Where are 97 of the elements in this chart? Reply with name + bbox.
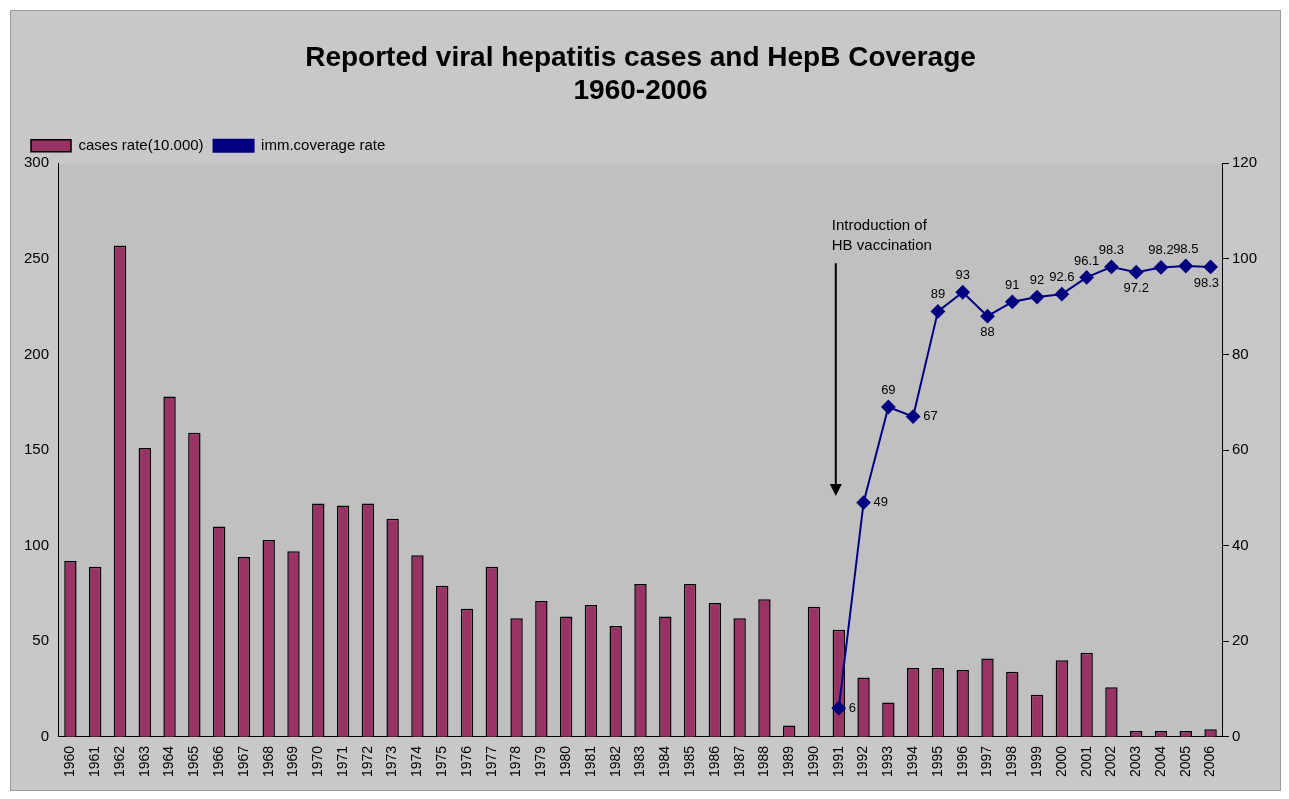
point — [1005, 294, 1020, 309]
chart-title: Reported viral hepatitis cases and HepB Coverage 1960-2006 — [305, 40, 976, 106]
data-label: 88 — [980, 324, 995, 340]
x-tick-label: 1989 — [780, 745, 797, 778]
point — [881, 400, 896, 414]
point — [930, 304, 945, 319]
point — [856, 495, 871, 510]
x-tick-label: 1981 — [581, 745, 598, 778]
x-tick-label: 1984 — [656, 745, 673, 778]
x-tick-label: 1972 — [358, 745, 375, 778]
data-label: 92 — [1029, 272, 1045, 288]
data-label: 98.5 — [1173, 241, 1199, 257]
point — [980, 309, 995, 324]
x-tick-label: 1966 — [210, 745, 226, 778]
y-tick-label: 50 — [32, 631, 50, 649]
y-tick-label: 0 — [40, 727, 50, 744]
x-tick-label: 1969 — [284, 745, 301, 778]
x-tick-label: 1963 — [135, 745, 152, 778]
point — [1030, 290, 1045, 305]
x-tick-label: 1982 — [606, 745, 623, 778]
y2-tick-label: 60 — [1231, 440, 1249, 458]
y2-tick-label: 80 — [1231, 344, 1249, 362]
x-tick-label: 1968 — [259, 745, 276, 778]
data-label: 6 — [848, 699, 857, 715]
x-tick-label: 1990 — [804, 745, 821, 778]
x-tick-label: 1962 — [110, 745, 127, 778]
x-tick-label: 2002 — [1102, 745, 1119, 778]
x-tick-label: 1992 — [854, 745, 871, 778]
x-tick-label: 1979 — [532, 745, 549, 778]
x-tick-label: 1991 — [829, 745, 846, 778]
y2-tick-label: 100 — [1231, 248, 1257, 266]
x-tick-label: 1976 — [457, 745, 474, 778]
x-tick-label: 2003 — [1127, 745, 1144, 778]
point — [1079, 270, 1094, 285]
y2-tick-label: 120 — [1231, 153, 1257, 171]
y-tick-label: 100 — [24, 535, 50, 553]
x-tick-label: 1967 — [234, 745, 251, 778]
x-tick-label: 1965 — [185, 745, 202, 778]
y2-tick-label: 0 — [1231, 727, 1241, 744]
point — [1104, 259, 1119, 274]
data-label: 98.2 — [1148, 242, 1174, 258]
data-label: 93 — [955, 267, 970, 283]
data-label: 97.2 — [1123, 280, 1149, 296]
annotation: Introduction of HB vaccination — [831, 215, 932, 253]
x-tick-label: 1980 — [557, 745, 573, 778]
point — [1178, 258, 1193, 273]
x-tick-label: 1975 — [433, 745, 450, 778]
x-tick-label: 1974 — [408, 745, 425, 778]
x-tick-label: 1995 — [928, 745, 945, 778]
x-tick-label: 2006 — [1201, 745, 1218, 778]
y-tick-label: 150 — [24, 440, 50, 458]
point — [1203, 259, 1218, 274]
x-tick-label: 2001 — [1077, 745, 1094, 778]
x-tick-label: 1998 — [1003, 745, 1020, 778]
x-tick-label: 2000 — [1052, 745, 1069, 778]
data-label: 98.3 — [1193, 275, 1219, 291]
x-tick-label: 1985 — [680, 745, 697, 778]
data-label: 67 — [923, 408, 938, 424]
x-tick-label: 1964 — [160, 745, 177, 778]
y-tick-label: 300 — [24, 153, 50, 171]
data-label: 89 — [930, 286, 946, 302]
point — [906, 409, 921, 424]
y-tick-label: 200 — [24, 344, 50, 362]
y2-tick-label: 20 — [1231, 631, 1249, 649]
data-label: 92.6 — [1049, 269, 1075, 285]
x-tick-label: 1973 — [383, 745, 400, 778]
y-tick-label: 250 — [24, 248, 50, 266]
data-label: 69 — [881, 382, 896, 398]
x-tick-label: 1961 — [86, 745, 103, 778]
x-tick-label: 2005 — [1176, 745, 1193, 778]
data-label: 96.1 — [1073, 252, 1100, 268]
legend-label: imm.coverage rate — [261, 135, 386, 153]
x-tick-label: 1978 — [507, 745, 524, 778]
x-tick-label: 1970 — [309, 745, 326, 778]
y2-tick-label: 40 — [1231, 535, 1249, 553]
x-tick-label: 1977 — [482, 745, 499, 778]
data-label: 98.3 — [1098, 242, 1125, 258]
x-tick-label: 1988 — [755, 745, 772, 778]
x-tick-label: 1999 — [1027, 745, 1044, 778]
point — [1054, 287, 1069, 302]
point — [831, 701, 846, 716]
x-tick-label: 1997 — [978, 745, 995, 778]
x-tick-label: 1960 — [61, 745, 78, 778]
x-tick-label: 1986 — [705, 745, 722, 778]
x-tick-label: 1996 — [953, 745, 970, 778]
x-tick-label: 1994 — [904, 745, 921, 778]
point — [1154, 260, 1169, 275]
x-tick-label: 2004 — [1151, 745, 1168, 778]
legend-label: cases rate(10.000) — [78, 135, 204, 153]
x-tick-label: 1987 — [730, 745, 747, 778]
data-label: 49 — [873, 494, 889, 510]
data-label: 91 — [1005, 276, 1020, 292]
x-tick-label: 1993 — [879, 745, 896, 778]
x-tick-label: 1971 — [333, 745, 350, 778]
x-tick-label: 1983 — [631, 745, 648, 778]
point — [955, 285, 970, 300]
point — [1129, 265, 1144, 280]
